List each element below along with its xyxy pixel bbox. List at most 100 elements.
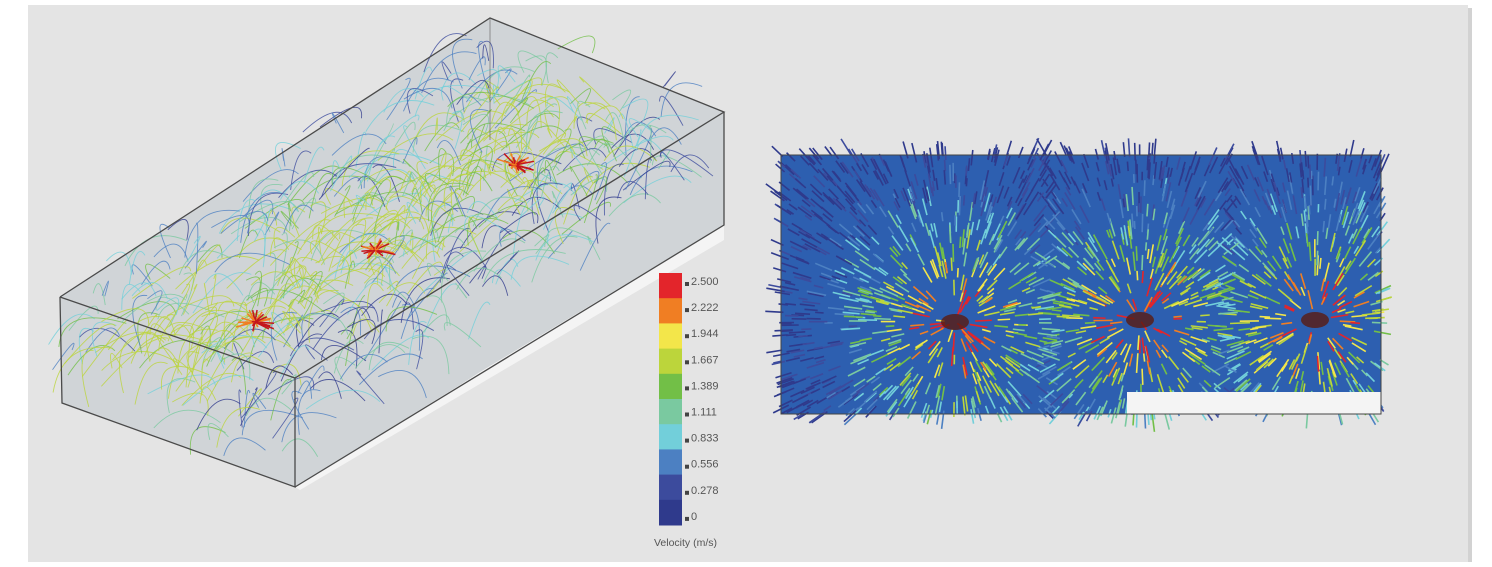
vector [1144, 180, 1145, 196]
tick-marker [685, 334, 689, 338]
vector [966, 166, 967, 176]
colorbar-band [659, 323, 682, 349]
jet [375, 247, 376, 250]
tick-marker [685, 282, 689, 286]
colorbar-band [659, 399, 682, 425]
tick-marker [685, 491, 689, 495]
tick-label: 1.944 [691, 328, 719, 340]
vector [785, 304, 796, 305]
vector [1303, 170, 1304, 179]
core [1301, 312, 1329, 328]
vector [1323, 221, 1324, 232]
vector [1173, 316, 1181, 317]
vector [815, 312, 823, 313]
vector [1125, 198, 1126, 207]
vector [1317, 356, 1318, 372]
vector [1153, 175, 1154, 185]
tick-label: 2.222 [691, 302, 719, 314]
colorbar-band [659, 449, 682, 475]
vector [975, 320, 992, 321]
tick-label: 0 [691, 511, 697, 523]
vector [785, 316, 798, 317]
vector [1132, 214, 1133, 228]
colorbar-band [659, 374, 682, 400]
vector [964, 195, 965, 205]
vector [958, 268, 959, 277]
vector [1142, 255, 1143, 270]
vector [1152, 143, 1153, 155]
vector [1127, 162, 1128, 171]
vector [951, 258, 952, 271]
vector [1320, 258, 1321, 269]
vector [942, 143, 943, 156]
vector [1301, 187, 1302, 198]
vector [1350, 323, 1360, 324]
vector [1052, 310, 1062, 311]
vector [1230, 323, 1250, 324]
vector [1325, 199, 1326, 210]
vector [1137, 271, 1138, 280]
vector [886, 326, 895, 327]
tick-label: 0.833 [691, 433, 719, 445]
panel-shadow [1468, 8, 1472, 562]
tick-marker [685, 308, 689, 312]
vector [1147, 204, 1148, 217]
vector [1305, 196, 1306, 209]
vector [1200, 315, 1209, 316]
tick-marker [685, 413, 689, 417]
vector [1142, 271, 1143, 283]
vector [1148, 159, 1149, 178]
tick-marker [685, 439, 689, 443]
vector [998, 319, 1010, 320]
tick-label: 1.111 [691, 407, 717, 419]
vector [804, 309, 817, 310]
vector [1135, 143, 1136, 161]
vector [945, 160, 946, 171]
tick-marker [685, 386, 689, 390]
vector [1304, 210, 1305, 221]
colorbar-band [659, 500, 682, 526]
vector [968, 158, 969, 171]
vector [893, 316, 905, 317]
jet [252, 321, 255, 322]
vector [1154, 154, 1155, 163]
vector [1093, 318, 1105, 319]
tick-label: 1.667 [691, 354, 719, 366]
tick-label: 2.500 [691, 276, 719, 288]
vector [1310, 186, 1311, 206]
vector [1340, 321, 1356, 322]
vector [1365, 318, 1385, 319]
core [941, 314, 969, 330]
vector [795, 313, 810, 314]
colorbar-band [659, 475, 682, 501]
legend-title: Velocity (m/s) [654, 537, 717, 549]
tick-label: 1.389 [691, 380, 719, 392]
vector [1146, 242, 1147, 250]
vector [1057, 316, 1070, 317]
jet [255, 321, 257, 322]
colorbar-band [659, 424, 682, 450]
vector [1319, 371, 1320, 385]
tick-label: 0.278 [691, 485, 719, 497]
colorbar-band [659, 298, 682, 324]
tick-label: 0.556 [691, 459, 719, 471]
vector [1317, 251, 1318, 266]
core [1126, 312, 1154, 328]
vector [844, 316, 863, 317]
tick-marker [685, 465, 689, 469]
vector [865, 312, 875, 313]
plan-notch [1127, 392, 1381, 414]
tick-marker [685, 360, 689, 364]
vector [1144, 353, 1145, 361]
vector [966, 178, 967, 186]
vector [1372, 322, 1387, 323]
vector [1085, 323, 1095, 324]
vector [789, 332, 805, 333]
vector [942, 212, 943, 221]
vector [1136, 246, 1137, 261]
vector [798, 336, 807, 337]
vector [1132, 187, 1133, 205]
vector [1138, 335, 1139, 350]
